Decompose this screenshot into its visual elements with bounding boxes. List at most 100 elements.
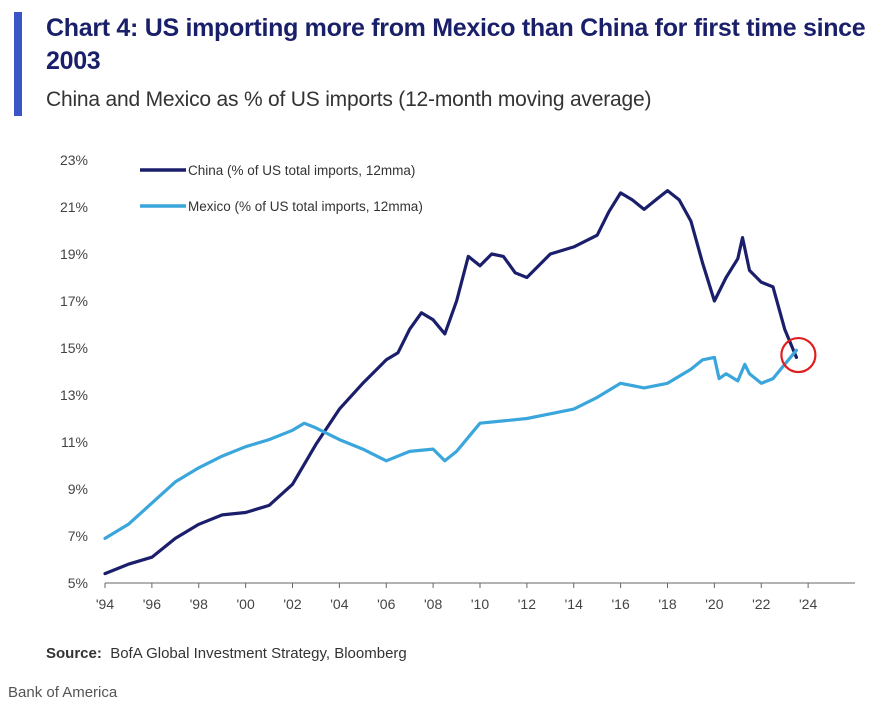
data-point-china [666,189,669,192]
data-point-mexico [432,448,434,450]
x-tick-label: '96 [143,596,161,612]
data-point-china [725,276,727,279]
data-point-china [151,556,153,558]
data-point-mexico [760,382,763,385]
data-point-mexico [385,460,388,462]
line-chart: 5% 7% 9% 11% 13% 15% 17% 19% 21% 23% '94 '96 '98 '00 '… [60,152,855,612]
x-tick-label: '18 [658,596,676,612]
data-point-mexico [303,422,306,425]
data-point-mexico [619,382,622,385]
data-point-mexico [701,358,704,361]
x-tick-label: '14 [565,596,583,612]
data-point-china [701,262,704,265]
data-point-mexico [596,396,598,399]
y-tick-label: 19% [60,246,88,262]
x-tick-label: '24 [799,596,817,612]
data-point-china [397,351,399,354]
data-point-mexico [338,438,341,441]
series-line-mexico [103,348,799,540]
series-line-china [103,188,799,576]
data-point-china [197,523,200,526]
data-point-mexico [690,368,692,370]
x-tick-label: '12 [518,596,536,612]
x-tick-label: '02 [283,596,301,612]
data-point-china [783,328,786,330]
data-point-china [748,269,751,272]
x-tick-label: '98 [190,596,208,612]
data-point-mexico [174,481,177,483]
data-point-china [690,220,692,222]
data-point-china [291,483,294,486]
data-point-china [760,281,763,283]
data-point-china [221,514,223,516]
y-tick-label: 7% [68,528,88,544]
data-point-mexico [713,356,716,359]
data-point-mexico [315,427,317,429]
data-point-mexico [362,448,364,450]
data-point-mexico [244,445,247,448]
data-point-mexico [408,450,411,453]
data-point-china [572,246,575,248]
crossover-highlight-circle [780,336,817,374]
data-point-china [490,253,493,255]
data-point-mexico [772,377,774,380]
data-point-china [772,286,774,288]
data-point-china [795,356,798,359]
data-point-china [537,264,540,267]
data-point-china [631,199,634,201]
data-point-china [444,333,446,335]
data-point-mexico [127,523,130,526]
x-tick-label: '94 [96,596,114,612]
data-point-china [596,234,598,236]
title-accent-bar [14,12,22,116]
data-point-china [420,311,423,314]
data-point-china [479,264,481,267]
x-tick-label: '04 [330,596,348,612]
data-point-mexico [795,349,798,352]
chart-title: Chart 4: US importing more from Mexico t… [46,14,866,75]
data-point-mexico [549,413,552,415]
data-point-mexico [748,373,751,375]
data-point-china [678,199,681,201]
data-point-china [741,236,744,239]
data-point-china [362,382,364,385]
data-point-mexico [502,420,505,422]
data-point-china [244,511,247,514]
x-tick-label: '06 [377,596,395,612]
data-point-china [104,572,106,575]
data-point-china [338,408,341,410]
y-tick-label: 23% [60,152,88,168]
x-tick-label: '08 [424,596,442,612]
data-point-mexico [666,382,669,385]
data-point-china [514,272,516,274]
data-point-mexico [718,377,720,380]
y-tick-label: 21% [60,199,88,215]
data-point-mexico [104,537,106,540]
data-point-china [268,504,270,507]
data-point-mexico [151,502,153,504]
data-point-china [713,300,716,302]
y-tick-label: 15% [60,340,88,356]
x-tick-label: '10 [471,596,489,612]
data-point-china [385,358,388,361]
data-point-china [737,257,739,260]
data-point-china [127,563,130,565]
x-tick-label: '16 [612,596,630,612]
source-text: BofA Global Investment Strategy, Bloombe… [110,645,407,662]
data-point-china [526,276,528,279]
data-point-china [608,210,610,213]
x-tick-label: '22 [752,596,770,612]
y-tick-label: 5% [68,575,88,591]
y-tick-label: 11% [61,434,88,450]
data-point-china [467,255,470,258]
data-point-china [455,300,458,302]
data-point-china [502,255,505,258]
y-tick-label: 13% [60,387,88,403]
legend-label-mexico: Mexico (% of US total imports, 12mma) [188,199,423,214]
data-point-china [315,443,317,446]
legend-label-china: China (% of US total imports, 12mma) [188,163,415,178]
data-point-mexico [197,467,200,469]
data-point-china [549,253,552,255]
data-point-mexico [268,438,270,441]
y-tick-label: 9% [68,481,88,497]
